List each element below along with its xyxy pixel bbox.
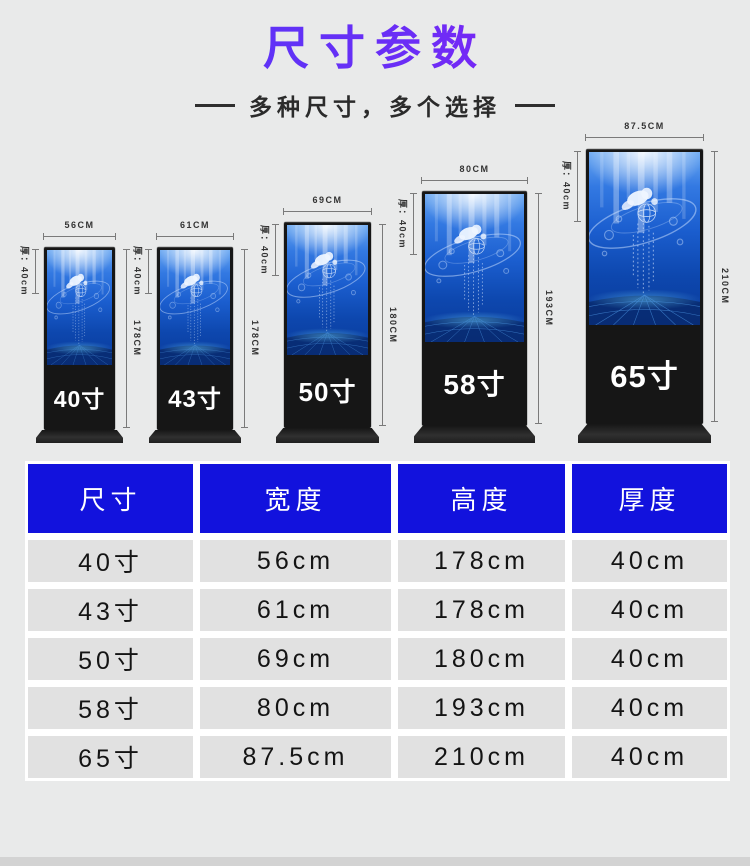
spec-table: 尺寸 宽度 高度 厚度 40寸 56cm 178cm 40cm 43寸 61cm 178cm 40cm… bbox=[25, 461, 730, 781]
table-cell: 87.5cm bbox=[200, 736, 391, 778]
subtitle-text: 多种尺寸，多个选择 bbox=[249, 94, 501, 120]
thickness-dimension-line-43 bbox=[145, 249, 152, 294]
thickness-dimension-label-43: 厚：40cm bbox=[132, 246, 143, 297]
width-dimension-label-58: 80CM bbox=[459, 164, 490, 174]
thickness-dimension-label-40: 厚：40cm bbox=[19, 246, 30, 297]
table-header-cell: 高度 bbox=[398, 464, 565, 533]
kiosk-size-label: 50寸 bbox=[298, 377, 357, 407]
height-dimension-label-40: 178CM bbox=[132, 320, 142, 357]
width-dimension-line-58 bbox=[421, 177, 528, 184]
page-subtitle: 多种尺寸，多个选择 bbox=[0, 88, 750, 122]
height-dimension-label-43: 178CM bbox=[250, 320, 260, 357]
height-dimension-line-40 bbox=[123, 249, 130, 428]
width-dimension-line-65 bbox=[585, 134, 704, 141]
kiosk-40: 40寸 bbox=[44, 247, 115, 430]
width-dimension-line-43 bbox=[156, 233, 234, 240]
table-cell: 178cm bbox=[398, 589, 565, 631]
thickness-dimension-label-65: 厚：40cm bbox=[561, 161, 572, 212]
kiosk-58: 58寸 bbox=[422, 191, 527, 426]
width-dimension-line-40 bbox=[43, 233, 116, 240]
kiosk-size-label: 58寸 bbox=[443, 369, 506, 400]
table-cell: 61cm bbox=[200, 589, 391, 631]
height-dimension-label-65: 210CM bbox=[720, 268, 730, 305]
table-cell: 80cm bbox=[200, 687, 391, 729]
height-dimension-line-65 bbox=[711, 151, 718, 422]
table-cell: 40cm bbox=[572, 638, 727, 680]
height-dimension-line-58 bbox=[535, 193, 542, 424]
table-cell: 65寸 bbox=[28, 736, 193, 778]
bottom-strip bbox=[0, 857, 750, 866]
table-cell: 210cm bbox=[398, 736, 565, 778]
table-cell: 40寸 bbox=[28, 540, 193, 582]
page-title: 尺寸参数 bbox=[0, 12, 750, 78]
kiosk-screen bbox=[589, 152, 700, 325]
table-header-cell: 厚度 bbox=[572, 464, 727, 533]
table-cell: 69cm bbox=[200, 638, 391, 680]
thickness-dimension-label-58: 厚：40cm bbox=[397, 198, 408, 250]
subtitle-dash-right bbox=[515, 103, 555, 107]
height-dimension-label-58: 193CM bbox=[544, 290, 554, 327]
table-cell: 40cm bbox=[572, 687, 727, 729]
kiosk-screen bbox=[425, 194, 524, 342]
thickness-dimension-line-50 bbox=[272, 224, 279, 276]
thickness-dimension-label-50: 厚：40cm bbox=[259, 224, 270, 276]
height-dimension-line-43 bbox=[241, 249, 248, 428]
kiosk-size-label: 43寸 bbox=[168, 386, 222, 413]
width-dimension-line-50 bbox=[283, 208, 372, 215]
width-dimension-label-65: 87.5CM bbox=[624, 121, 665, 131]
thickness-dimension-line-65 bbox=[574, 151, 581, 222]
width-dimension-label-43: 61CM bbox=[179, 220, 210, 230]
kiosk-base-40 bbox=[36, 430, 123, 443]
kiosk-size-label: 40寸 bbox=[53, 385, 106, 412]
height-dimension-line-50 bbox=[379, 224, 386, 426]
table-header-cell: 尺寸 bbox=[28, 464, 193, 533]
kiosk-base-58 bbox=[414, 426, 535, 443]
kiosk-screen bbox=[287, 225, 368, 355]
kiosk-65: 65寸 bbox=[586, 149, 703, 424]
kiosk-size-label: 65寸 bbox=[610, 359, 679, 394]
table-cell: 193cm bbox=[398, 687, 565, 729]
table-cell: 40cm bbox=[572, 540, 727, 582]
kiosk-base-65 bbox=[578, 424, 711, 443]
table-cell: 40cm bbox=[572, 589, 727, 631]
table-cell: 180cm bbox=[398, 638, 565, 680]
table-cell: 178cm bbox=[398, 540, 565, 582]
table-cell: 43寸 bbox=[28, 589, 193, 631]
thickness-dimension-line-40 bbox=[32, 249, 39, 294]
kiosk-43: 43寸 bbox=[157, 247, 233, 430]
thickness-dimension-line-58 bbox=[410, 193, 417, 255]
width-dimension-label-50: 69CM bbox=[312, 195, 343, 205]
height-dimension-label-50: 180CM bbox=[388, 306, 398, 344]
kiosk-screen bbox=[47, 250, 112, 365]
table-cell: 50寸 bbox=[28, 638, 193, 680]
subtitle-dash-left bbox=[195, 103, 235, 107]
kiosk-50: 50寸 bbox=[284, 222, 371, 428]
table-header-cell: 宽度 bbox=[200, 464, 391, 533]
table-cell: 40cm bbox=[572, 736, 727, 778]
table-cell: 58寸 bbox=[28, 687, 193, 729]
kiosk-base-50 bbox=[276, 428, 379, 443]
kiosk-screen bbox=[160, 250, 230, 365]
kiosk-base-43 bbox=[149, 430, 241, 443]
table-cell: 56cm bbox=[200, 540, 391, 582]
width-dimension-label-40: 56CM bbox=[64, 220, 95, 230]
